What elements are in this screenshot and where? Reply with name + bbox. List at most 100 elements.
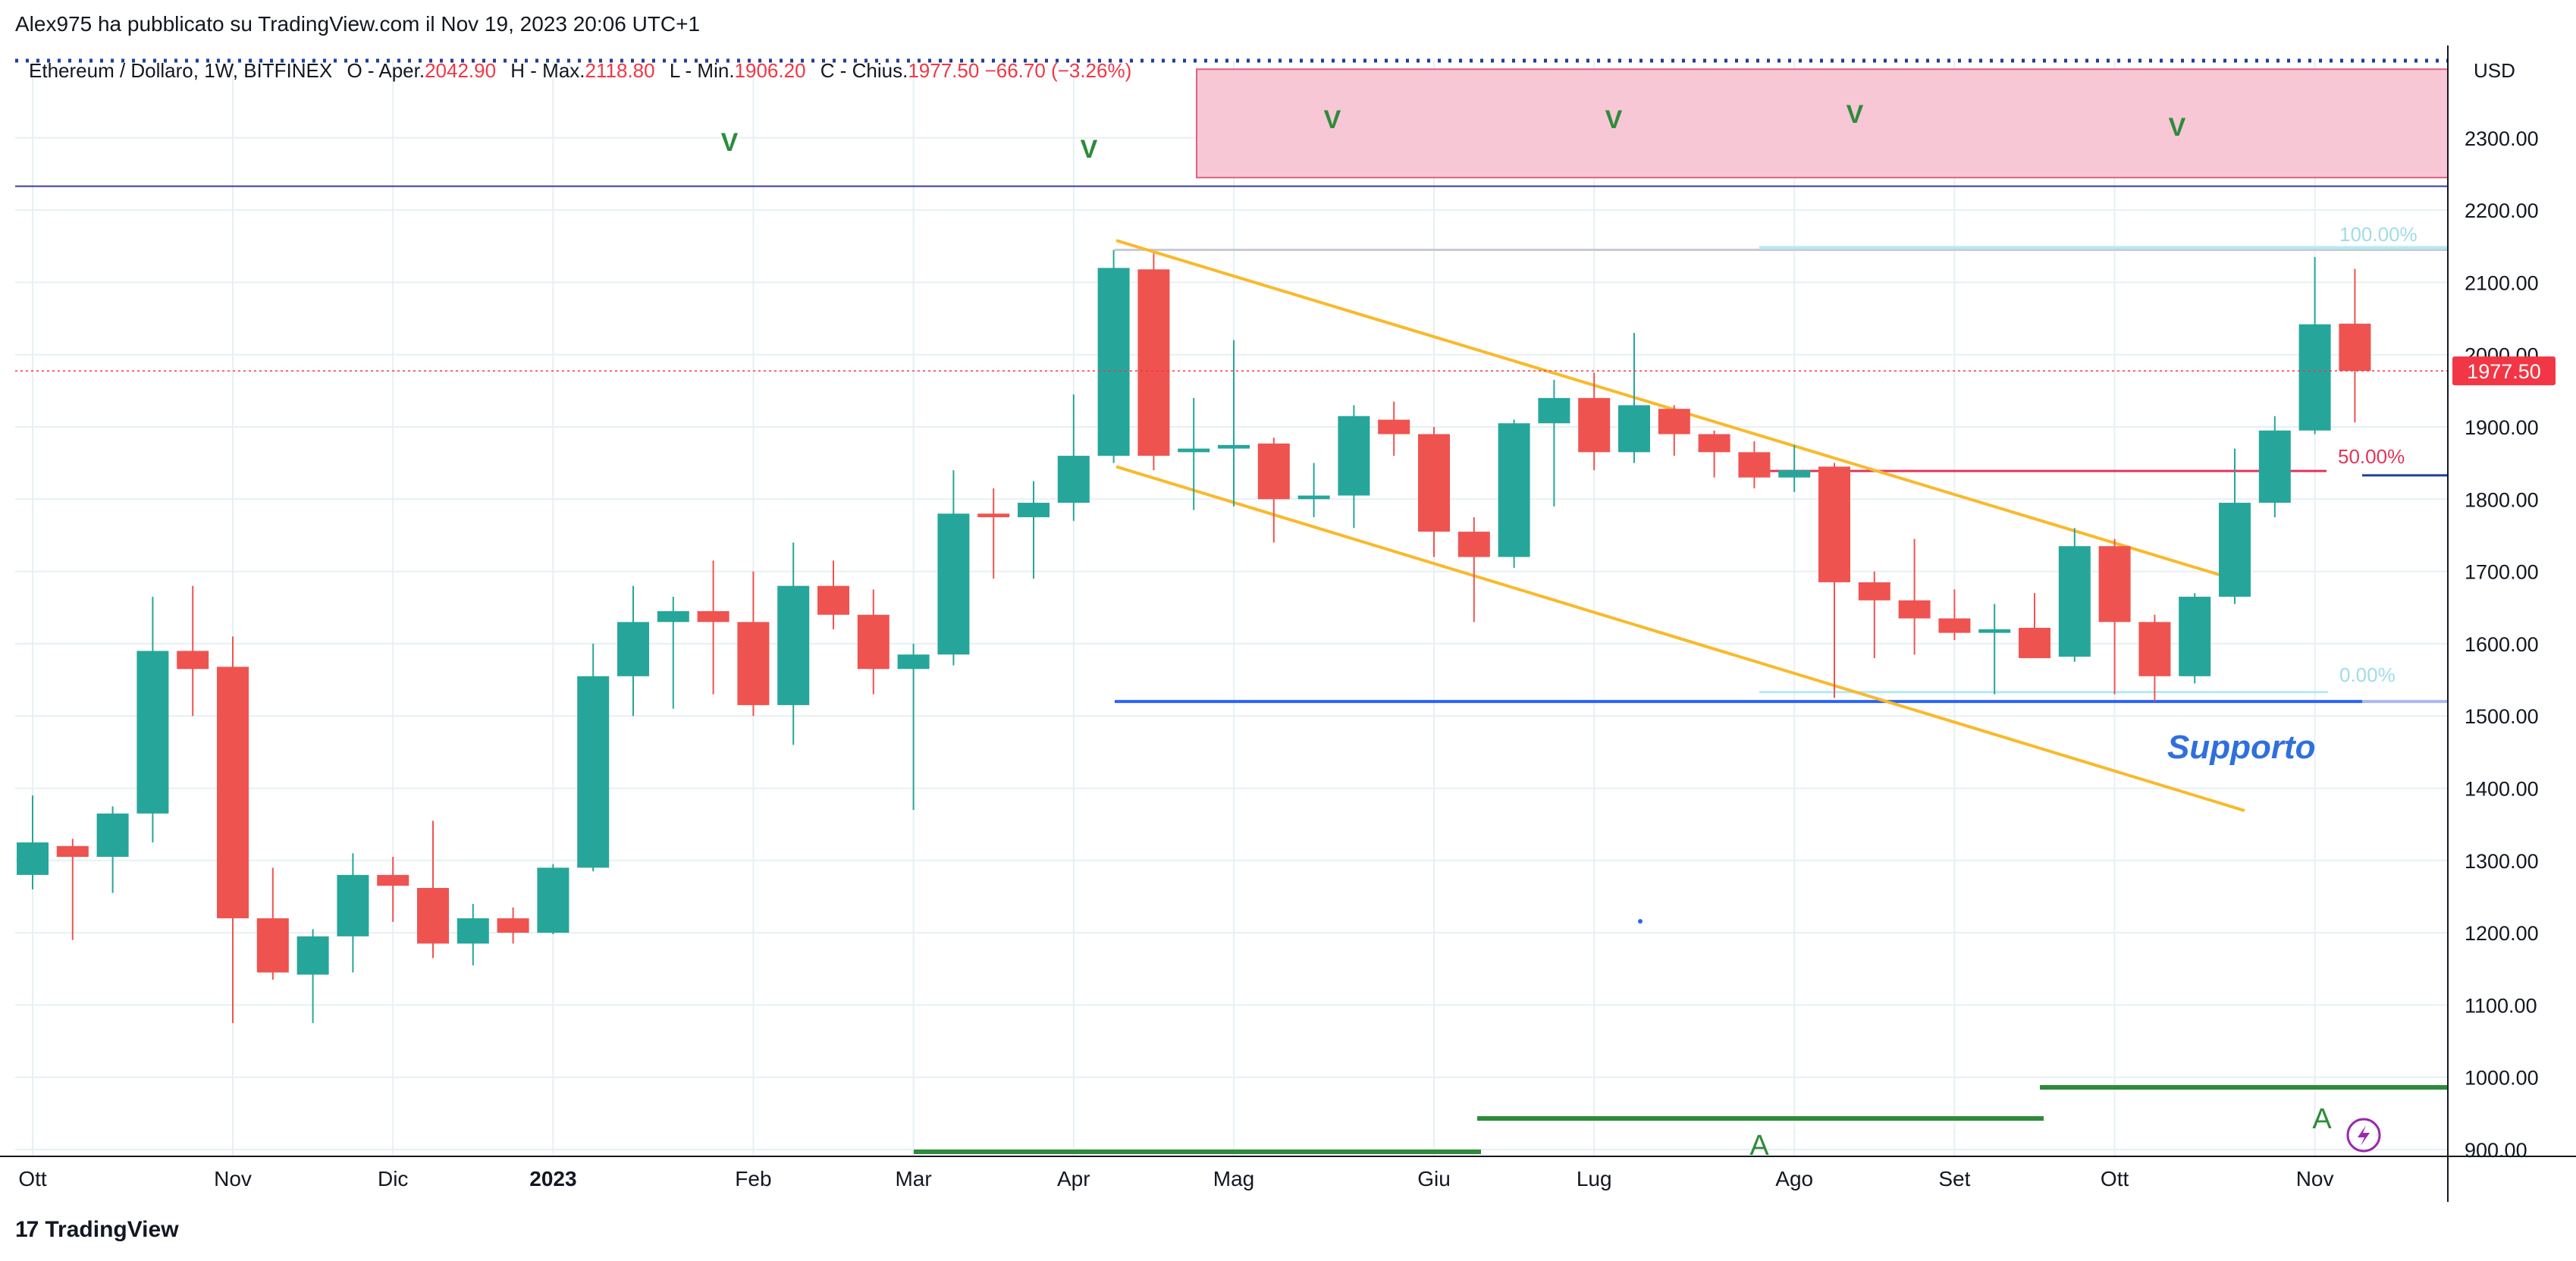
time-tick-label: Ago [1775,1167,1813,1190]
time-tick-label: Giu [1417,1167,1451,1190]
v-mark: V [721,128,739,157]
time-tick-label: Nov [214,1167,252,1190]
candle [1257,438,1290,543]
candle [2138,614,2171,702]
candle-body [177,651,209,670]
candle [1578,372,1611,471]
candle-body [1097,268,1130,456]
candle [1418,427,1450,557]
last-price-tag [2452,356,2556,386]
candle [1778,444,1811,492]
candle [2258,416,2291,518]
candle-body [1338,416,1370,496]
candle-series [17,249,2371,1024]
candle [1457,517,1490,623]
candle [2019,593,2050,658]
candle-body [337,874,369,936]
candle-body [1658,409,1690,434]
price-tick-label: 1000.00 [2465,1067,2539,1090]
candle [1338,405,1370,529]
candle-body [1418,434,1450,532]
candle [1297,463,1330,518]
lightning-icon[interactable] [2346,1118,2381,1153]
time-tick-label: 2023 [529,1167,576,1190]
candle-body [2258,430,2291,503]
candle [377,857,409,922]
candle-body [1698,434,1730,453]
tradingview-logo-icon: 17 [15,1217,39,1242]
time-tick-label: Ott [2101,1167,2129,1190]
candle [897,643,930,811]
candle [2298,257,2331,434]
price-tick-label: 1300.00 [2465,850,2539,873]
candle-body [737,622,770,705]
candle-body [1057,456,1090,503]
candle-body [1618,405,1650,453]
candle [2098,538,2131,695]
fib-100-label: 100.00% [2339,223,2418,246]
candle-body [1578,397,1611,453]
time-tick-label: Set [1938,1167,1970,1190]
candle-body [1378,419,1410,434]
candle [577,643,610,872]
candle-body [2138,622,2171,676]
candle-body [377,874,409,886]
axes: 900.00 1000.00 1100.00 1200.00 1300.00 1400.0… [0,45,2576,1202]
fib-0-label: 0.00% [2339,663,2396,686]
candle-body [297,936,329,975]
price-tick-label: 2300.00 [2465,127,2539,150]
candle [17,795,49,889]
candle-body [136,651,169,814]
candle [1738,441,1771,489]
resistance-zone [1196,68,2449,179]
candle [417,820,449,958]
tradingview-brand[interactable]: 17 TradingView [15,1217,179,1243]
candle-body [1498,423,1530,557]
candle-body [1457,532,1490,557]
low-label: L - Min. [669,59,735,82]
candle [1178,397,1210,510]
candle [737,571,770,717]
candle-body [2179,596,2211,676]
price-tick-label: 1700.00 [2465,561,2539,584]
candle [1978,604,2011,695]
high-value: 2118.80 [585,59,655,82]
candle [2058,528,2091,662]
candle [297,929,329,1024]
v-mark: V [1605,105,1623,134]
time-tick-label: Dic [378,1167,408,1190]
candle [457,903,489,965]
brand-name: TradingView [45,1217,179,1242]
close-label: C - Chius. [820,59,908,82]
time-tick-label: Apr [1057,1167,1090,1190]
candle-body [937,513,970,655]
candle [2219,448,2251,604]
price-tick-label: 1200.00 [2465,922,2539,945]
candle [1498,419,1530,568]
v-mark: V [1846,100,1864,129]
candle [777,542,810,745]
candle-body [817,585,849,615]
price-tick-label: 1800.00 [2465,488,2539,511]
candle-body [697,611,730,623]
v-mark: V [1081,135,1098,164]
candle-body [17,842,49,875]
candle-body [217,667,249,919]
candle [1858,571,1890,658]
currency-button[interactable]: USD [2474,59,2515,82]
candle-body [1538,397,1570,424]
candle [1538,380,1570,507]
candle [56,839,89,940]
time-tick-label: Mag [1213,1167,1254,1190]
candle [697,560,730,695]
lightning-icon-ring [2346,1118,2381,1153]
candle-body [1218,444,1250,449]
price-tick-label: 1400.00 [2465,778,2539,801]
time-tick-label: Feb [735,1167,771,1190]
price-tick-label: 1100.00 [2465,994,2537,1017]
candle [337,853,369,973]
channel-lower-line [1115,465,2245,812]
candle-body [56,845,89,858]
